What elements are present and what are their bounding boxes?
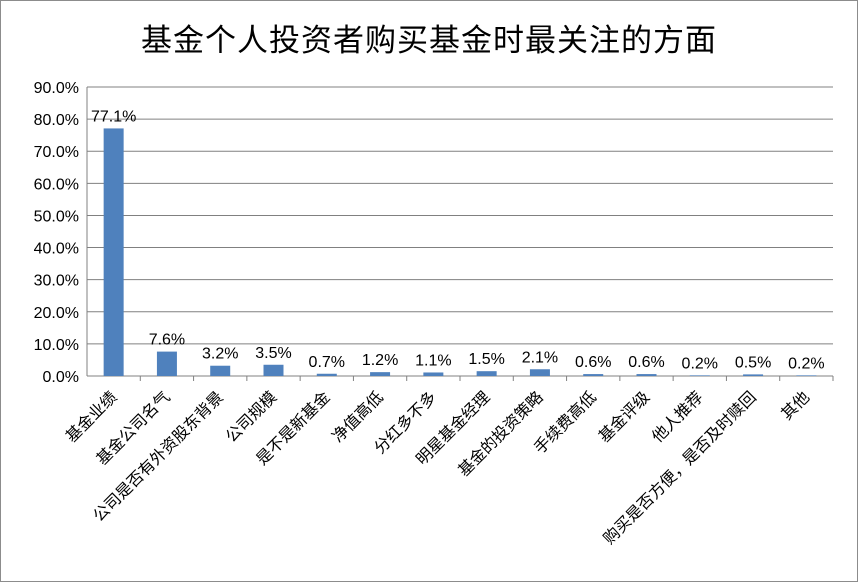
y-tick-label: 0.0% [43, 369, 79, 386]
y-tick-label: 90.0% [34, 80, 79, 97]
data-label: 0.5% [735, 354, 771, 371]
bar [103, 128, 124, 376]
bar [689, 375, 710, 376]
bar [476, 371, 497, 376]
data-label: 77.1% [91, 108, 136, 125]
data-label: 3.2% [202, 346, 238, 363]
data-label: 2.1% [522, 349, 558, 366]
y-tick-label: 60.0% [34, 176, 79, 193]
data-label: 1.5% [468, 351, 504, 368]
data-label: 0.2% [788, 355, 824, 372]
y-tick-label: 10.0% [34, 337, 79, 354]
data-label: 0.6% [575, 354, 611, 371]
category-label: 基金评级 [595, 387, 654, 446]
y-tick-label: 40.0% [34, 241, 79, 258]
bar [743, 374, 764, 376]
data-label: 1.1% [415, 352, 451, 369]
y-tick-label: 50.0% [34, 208, 79, 225]
data-label: 0.2% [682, 355, 718, 372]
bar [156, 351, 177, 376]
bar [423, 372, 444, 376]
bar [636, 374, 657, 376]
bar [370, 372, 391, 376]
category-label: 其他 [777, 387, 813, 423]
data-label: 0.6% [628, 354, 664, 371]
bar [316, 373, 337, 376]
y-tick-label: 80.0% [34, 112, 79, 129]
bar [210, 365, 231, 376]
data-label: 7.6% [149, 332, 185, 349]
chart-title: 基金个人投资者购买基金时最关注的方面 [141, 23, 717, 59]
bar [796, 375, 817, 376]
bar [583, 374, 604, 376]
data-label: 1.2% [362, 352, 398, 369]
data-label: 3.5% [255, 345, 291, 362]
data-label: 0.7% [309, 354, 345, 371]
y-tick-label: 70.0% [34, 144, 79, 161]
y-tick-label: 20.0% [34, 305, 79, 322]
bar [529, 369, 550, 376]
bar [263, 364, 284, 376]
y-tick-label: 30.0% [34, 273, 79, 290]
